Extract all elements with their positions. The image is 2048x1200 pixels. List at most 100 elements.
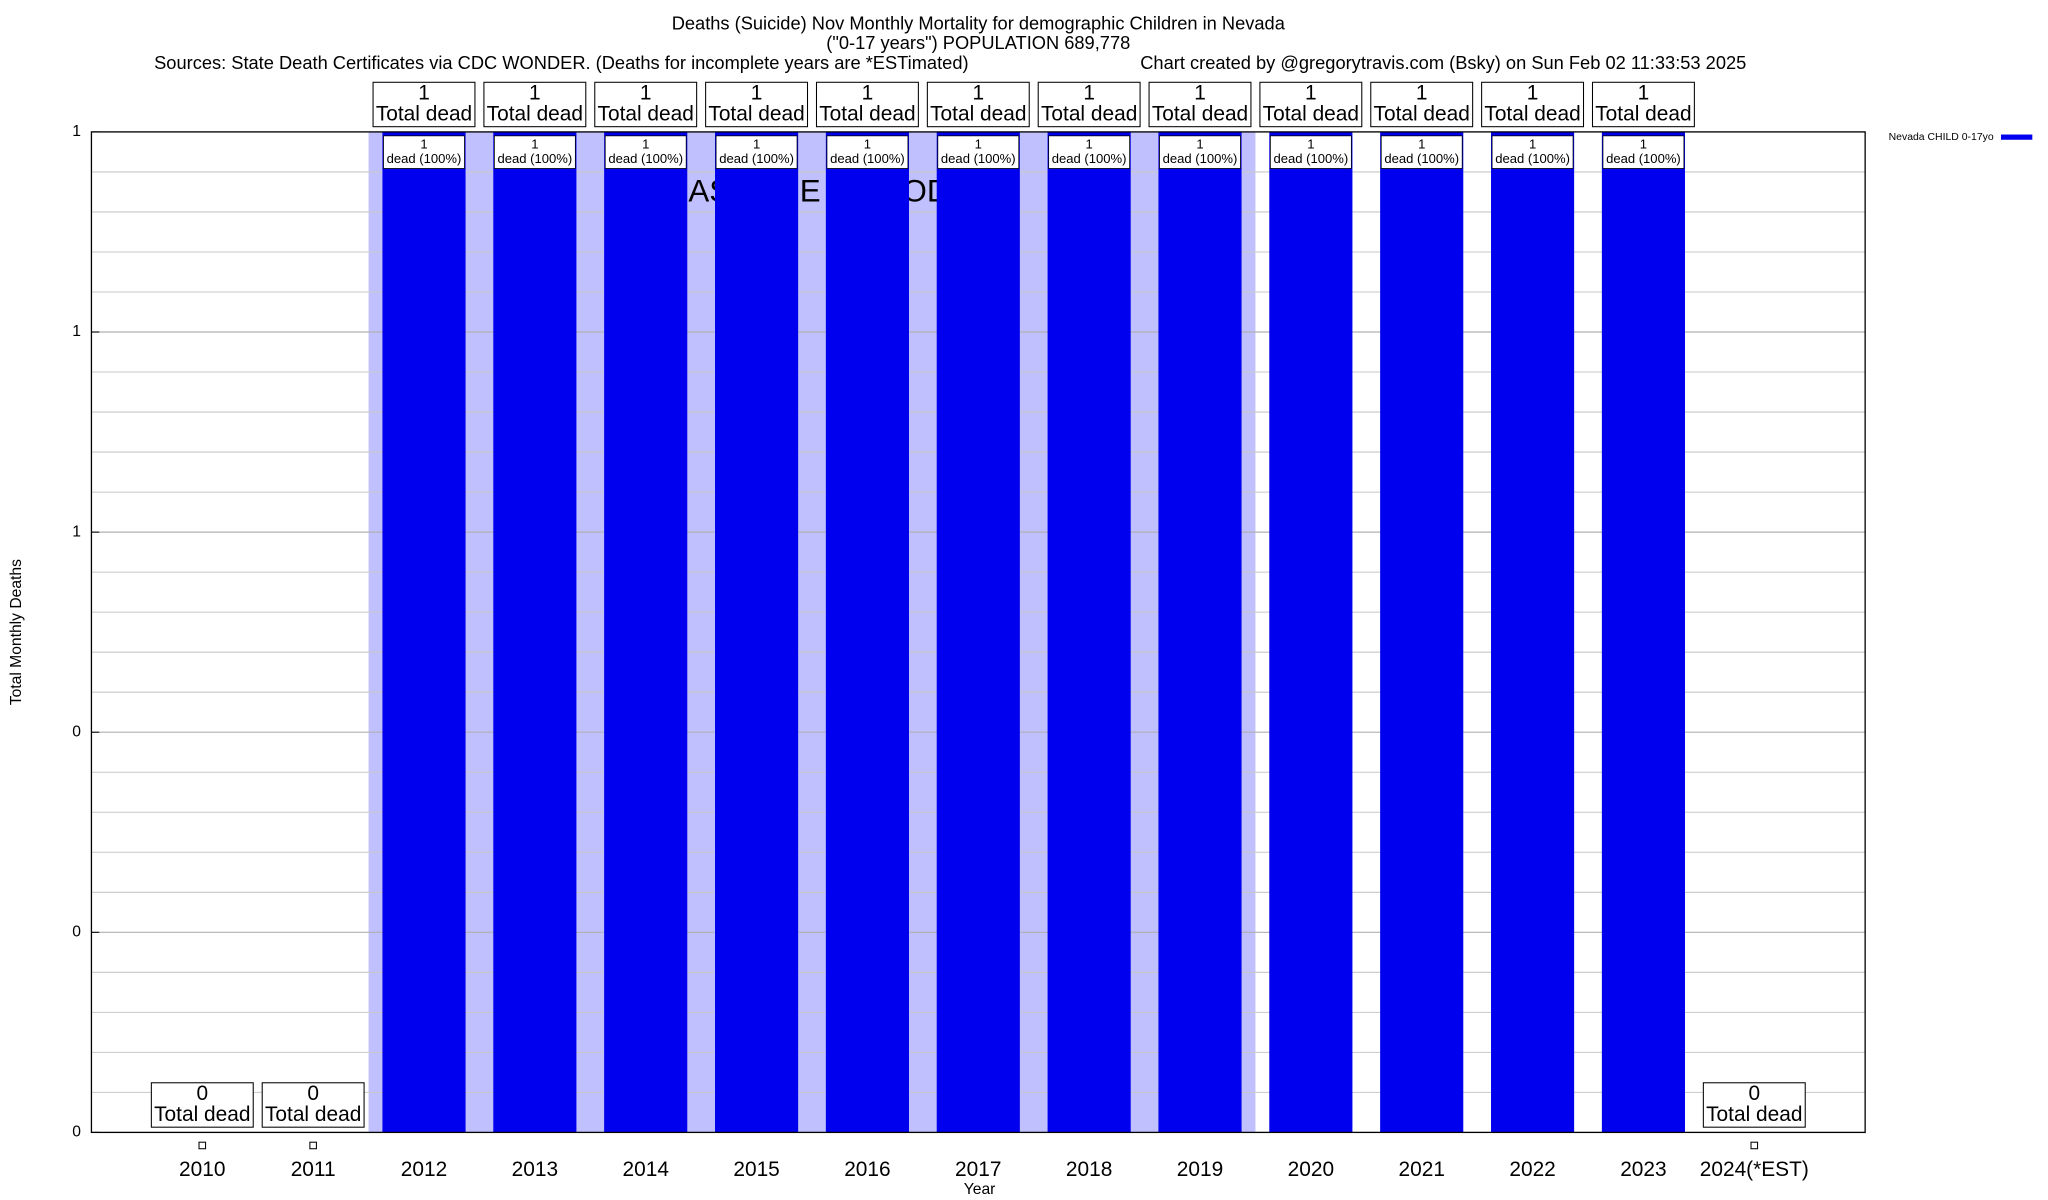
total-value: 1 bbox=[1638, 82, 1650, 105]
x-tick-label: 2018 bbox=[1066, 1158, 1112, 1181]
inner-box bbox=[1602, 135, 1685, 169]
inner-value: 1 bbox=[753, 136, 760, 151]
total-box bbox=[1259, 81, 1363, 128]
total-box bbox=[372, 81, 476, 128]
bar bbox=[715, 131, 799, 1133]
total-box bbox=[1702, 1082, 1806, 1128]
inner-value: 1 bbox=[1196, 136, 1203, 151]
zero-marker bbox=[1750, 1141, 1759, 1150]
x-tick-label: 2023 bbox=[1620, 1158, 1666, 1181]
total-label: Total dead bbox=[1374, 102, 1470, 125]
total-label: Total dead bbox=[487, 102, 583, 125]
inner-label: dead (100%) bbox=[387, 151, 462, 166]
x-tick-label: 2011 bbox=[291, 1158, 336, 1181]
inner-label: dead (100%) bbox=[608, 151, 683, 166]
x-tick-label: 2020 bbox=[1288, 1158, 1334, 1181]
inner-value: 1 bbox=[1418, 136, 1425, 151]
credit-note: Chart created by @gregorytravis.com (Bsk… bbox=[1140, 52, 1746, 73]
total-value: 1 bbox=[972, 82, 984, 105]
bar bbox=[1269, 131, 1353, 1133]
zero-marker bbox=[309, 1141, 317, 1150]
inner-label: dead (100%) bbox=[497, 151, 572, 166]
total-label: Total dead bbox=[1041, 102, 1137, 125]
total-box bbox=[705, 81, 809, 128]
total-value: 1 bbox=[862, 82, 874, 105]
y-tick-label: 0 bbox=[72, 723, 81, 740]
chart-subtitle: ("0-17 years") POPULATION 689,778 bbox=[826, 32, 1130, 53]
x-tick-label: 2021 bbox=[1398, 1158, 1444, 1181]
total-box bbox=[261, 1082, 365, 1128]
total-box bbox=[483, 81, 587, 128]
total-box bbox=[1037, 81, 1141, 128]
bar bbox=[1601, 131, 1685, 1133]
total-label: Total dead bbox=[1263, 102, 1359, 125]
inner-value: 1 bbox=[1307, 136, 1314, 151]
total-box bbox=[1370, 81, 1474, 128]
x-tick-label: 2015 bbox=[733, 1158, 779, 1181]
total-box bbox=[594, 81, 698, 128]
total-label: Total dead bbox=[265, 1103, 361, 1126]
total-value: 1 bbox=[751, 82, 763, 105]
inner-value: 1 bbox=[531, 136, 538, 151]
y-tick-label: 1 bbox=[72, 323, 81, 340]
bar bbox=[936, 131, 1020, 1133]
inner-value: 1 bbox=[642, 136, 649, 151]
total-value: 0 bbox=[196, 1082, 208, 1105]
x-tick-label: 2013 bbox=[512, 1158, 558, 1181]
total-box bbox=[815, 81, 919, 128]
legend-label: Nevada CHILD 0-17yo bbox=[1889, 132, 1994, 143]
y-tick-label: 0 bbox=[72, 1124, 81, 1141]
inner-box bbox=[1491, 135, 1574, 169]
x-tick-label: 2019 bbox=[1177, 1158, 1223, 1181]
total-label: Total dead bbox=[1706, 1103, 1802, 1126]
source-note: Sources: State Death Certificates via CD… bbox=[154, 52, 968, 73]
x-tick-label: 2017 bbox=[955, 1158, 1001, 1181]
y-axis-label: Total Monthly Deaths bbox=[8, 559, 25, 705]
total-label: Total dead bbox=[1152, 102, 1248, 125]
total-value: 1 bbox=[640, 82, 652, 105]
x-tick-label: 2016 bbox=[844, 1158, 890, 1181]
total-value: 1 bbox=[1305, 82, 1317, 105]
inner-box bbox=[493, 135, 576, 169]
total-value: 1 bbox=[1527, 82, 1539, 105]
inner-box bbox=[383, 135, 465, 169]
bar bbox=[1047, 131, 1131, 1133]
inner-value: 1 bbox=[1640, 136, 1647, 151]
total-box bbox=[926, 81, 1030, 128]
inner-value: 1 bbox=[1086, 136, 1093, 151]
x-axis-label: Year bbox=[964, 1181, 996, 1198]
x-tick-label: 2014 bbox=[622, 1158, 668, 1181]
inner-box bbox=[604, 135, 687, 169]
total-value: 0 bbox=[307, 1082, 319, 1105]
inner-box bbox=[1269, 135, 1352, 169]
total-box bbox=[1148, 81, 1252, 128]
total-box bbox=[150, 1082, 254, 1128]
inner-box bbox=[826, 135, 909, 169]
total-value: 1 bbox=[418, 82, 430, 105]
plot-frame bbox=[90, 131, 1866, 1134]
x-tick-label: 2024(*EST) bbox=[1700, 1158, 1809, 1181]
y-tick-label: 0 bbox=[72, 923, 81, 940]
total-box bbox=[1481, 81, 1585, 128]
zero-marker bbox=[198, 1141, 207, 1150]
bar bbox=[382, 131, 466, 1133]
total-value: 1 bbox=[1416, 82, 1428, 105]
bar bbox=[1491, 131, 1575, 1133]
legend-swatch bbox=[2000, 134, 2033, 140]
total-value: 1 bbox=[529, 82, 541, 105]
inner-label: dead (100%) bbox=[830, 151, 905, 166]
total-label: Total dead bbox=[1595, 102, 1691, 125]
bar bbox=[1380, 131, 1464, 1133]
chart-title: Deaths (Suicide) Nov Monthly Mortality f… bbox=[672, 13, 1286, 34]
inner-box bbox=[1380, 135, 1463, 169]
x-tick-label: 2012 bbox=[401, 1158, 447, 1181]
total-label: Total dead bbox=[154, 1103, 250, 1126]
total-value: 0 bbox=[1748, 1082, 1760, 1105]
inner-box bbox=[937, 135, 1020, 169]
inner-label: dead (100%) bbox=[1052, 151, 1127, 166]
inner-value: 1 bbox=[1529, 136, 1536, 151]
inner-box bbox=[1159, 135, 1241, 169]
total-label: Total dead bbox=[930, 102, 1026, 125]
x-tick-label: 2010 bbox=[179, 1158, 225, 1181]
